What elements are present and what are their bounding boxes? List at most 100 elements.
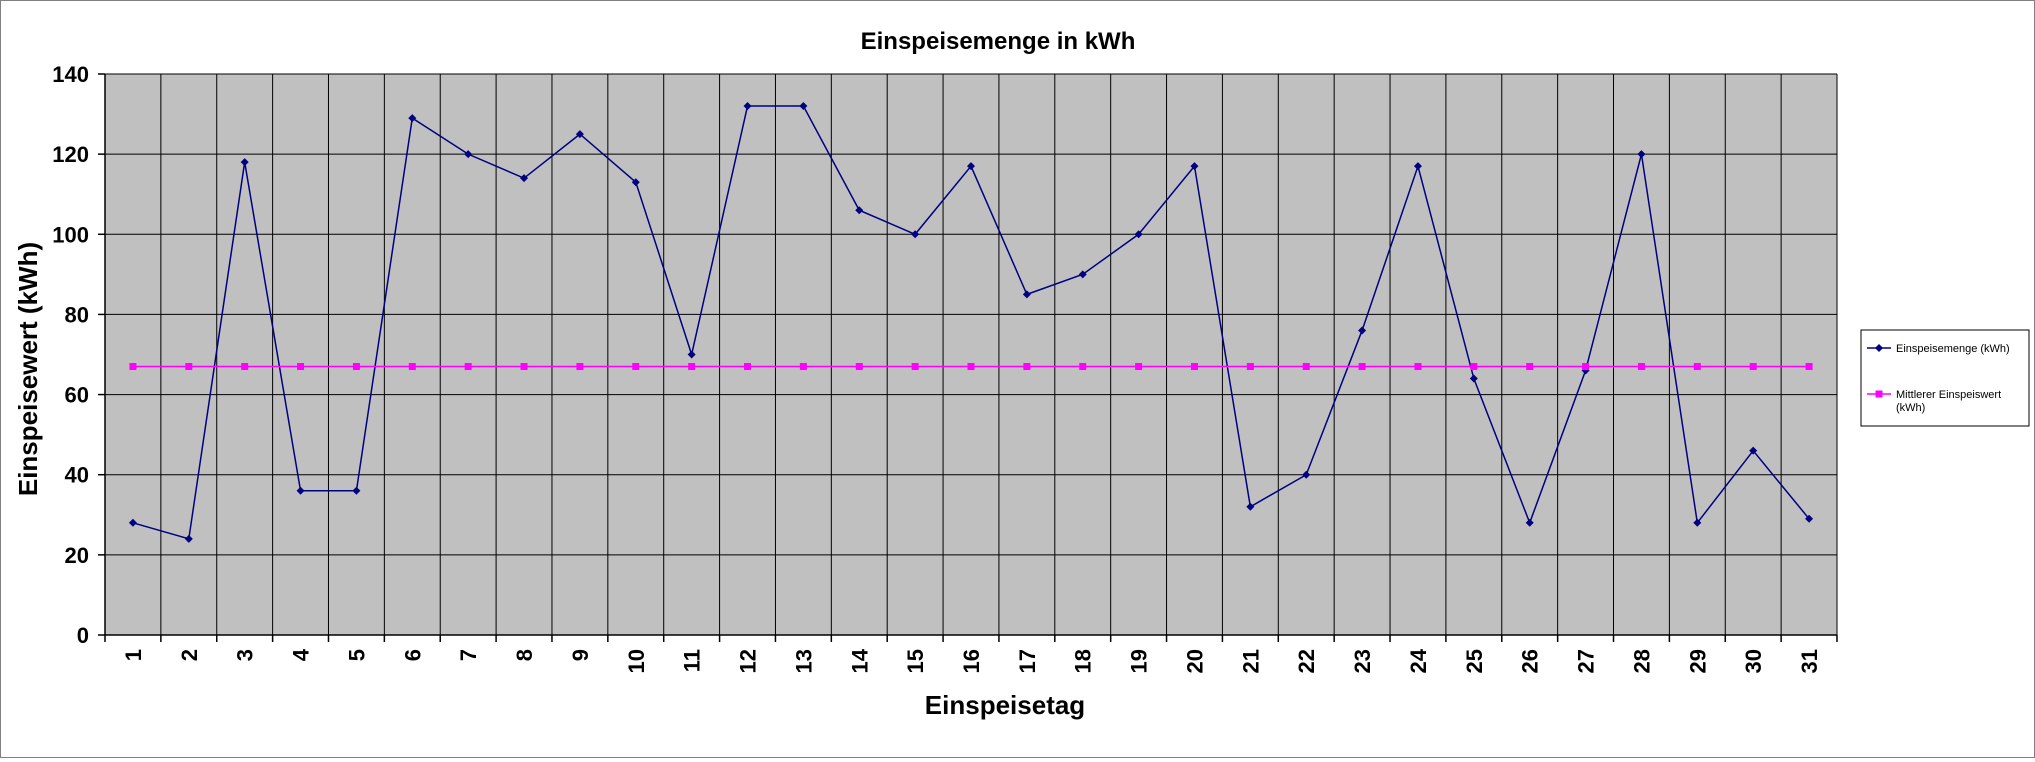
- x-tick-label: 15: [903, 649, 928, 673]
- data-point: [1134, 230, 1143, 239]
- data-point: [408, 114, 417, 123]
- x-tick-label: 1: [121, 649, 146, 661]
- x-tick-label: 9: [568, 649, 593, 661]
- data-point: [520, 174, 529, 183]
- x-tick-label: 20: [1182, 649, 1207, 673]
- x-tick-label: 5: [344, 649, 369, 661]
- x-tick-label: 14: [847, 648, 872, 673]
- data-point: [1023, 363, 1031, 371]
- x-tick-label: 29: [1685, 649, 1710, 673]
- data-point: [1022, 290, 1031, 299]
- data-point: [687, 350, 696, 359]
- data-point: [1693, 518, 1702, 527]
- data-point: [632, 363, 640, 371]
- y-tick-label: 80: [65, 302, 89, 327]
- data-point: [799, 363, 807, 371]
- data-point: [1805, 363, 1813, 371]
- data-point: [967, 363, 975, 371]
- data-point: [1525, 518, 1534, 527]
- legend-box: [1860, 329, 2030, 427]
- x-tick-label: 28: [1629, 649, 1654, 673]
- legend-label-line: (kWh): [1896, 402, 1925, 414]
- x-tick-label: 17: [1015, 649, 1040, 673]
- data-point: [575, 130, 584, 139]
- data-point: [1805, 514, 1814, 523]
- x-tick-label: 23: [1350, 649, 1375, 673]
- legend-label: Einspeisemenge (kWh): [1896, 343, 2010, 355]
- legend-label-line: Einspeisemenge (kWh): [1896, 343, 2010, 355]
- x-tick-label: 11: [680, 649, 705, 672]
- data-point: [1637, 363, 1645, 371]
- x-tick-label: 13: [791, 649, 816, 673]
- data-point: [408, 363, 416, 371]
- x-tick-label: 22: [1294, 649, 1319, 673]
- data-point: [296, 486, 305, 495]
- legend-marker: [1875, 344, 1883, 352]
- data-point: [1469, 374, 1478, 383]
- data-point: [855, 206, 864, 215]
- y-tick-label: 100: [52, 222, 89, 247]
- data-point: [1749, 363, 1757, 371]
- data-point: [241, 363, 249, 371]
- data-point: [1358, 326, 1367, 335]
- x-tick-label: 16: [959, 649, 984, 673]
- data-point: [297, 363, 305, 371]
- data-point: [1302, 363, 1310, 371]
- legend-marker: [1875, 390, 1883, 398]
- x-tick-label: 6: [400, 649, 425, 661]
- y-tick-label: 120: [52, 142, 89, 167]
- x-tick-label: 24: [1406, 648, 1431, 673]
- x-tick-label: 4: [289, 648, 314, 661]
- data-point: [185, 363, 193, 371]
- data-point: [240, 158, 249, 167]
- x-tick-label: 31: [1797, 649, 1822, 673]
- data-point: [464, 150, 473, 159]
- chart-title: Einspeisemenge in kWh: [861, 28, 1136, 55]
- data-point: [1190, 162, 1199, 171]
- x-tick-label: 8: [512, 649, 537, 661]
- data-point: [1693, 363, 1701, 371]
- x-tick-label: 18: [1071, 649, 1096, 673]
- data-point: [631, 178, 640, 187]
- data-point: [1414, 363, 1422, 371]
- data-point: [855, 363, 863, 371]
- data-point: [520, 363, 528, 371]
- x-tick-label: 10: [624, 649, 649, 673]
- x-axis-label: Einspeisetag: [925, 690, 1085, 720]
- x-tick-label: 3: [233, 649, 258, 661]
- x-tick-label: 12: [736, 649, 761, 673]
- data-point: [128, 518, 137, 527]
- data-point: [576, 363, 584, 371]
- y-tick-label: 20: [65, 543, 89, 568]
- data-point: [129, 363, 137, 371]
- x-tick-label: 26: [1518, 649, 1543, 673]
- data-point: [184, 534, 193, 543]
- data-point: [352, 363, 360, 371]
- data-point: [911, 230, 920, 239]
- legend-label: Mittlerer Einspeiswert (kWh): [1896, 389, 2001, 414]
- x-tick-label: 30: [1741, 649, 1766, 673]
- x-tick-label: 2: [177, 649, 202, 661]
- legend-label-line: Mittlerer Einspeiswert: [1896, 389, 2001, 401]
- data-point: [1358, 363, 1366, 371]
- legend: Einspeisemenge (kWh) Mittlerer Einspeiswe…: [1860, 329, 2030, 427]
- y-tick-label: 60: [65, 383, 89, 408]
- data-point: [1246, 363, 1254, 371]
- x-tick-label: 27: [1574, 649, 1599, 673]
- data-point: [1135, 363, 1143, 371]
- data-point: [1749, 446, 1758, 455]
- data-point: [1470, 363, 1478, 371]
- x-tick-label: 25: [1462, 649, 1487, 673]
- data-point: [1302, 470, 1311, 479]
- y-tick-label: 140: [52, 62, 89, 87]
- y-tick-label: 40: [65, 463, 89, 488]
- data-point: [1637, 150, 1646, 159]
- data-point: [352, 486, 361, 495]
- y-tick-label: 0: [77, 623, 89, 648]
- data-point: [1079, 363, 1087, 371]
- data-point: [688, 363, 696, 371]
- data-point: [1526, 363, 1534, 371]
- data-point: [911, 363, 919, 371]
